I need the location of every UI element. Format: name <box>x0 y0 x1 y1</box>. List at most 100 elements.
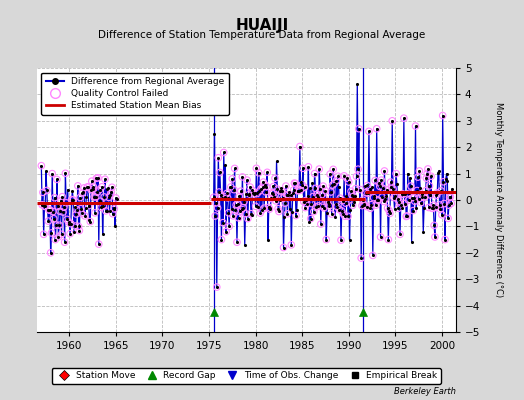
Point <box>78 190 86 196</box>
Point <box>37 162 46 169</box>
Point <box>107 189 115 195</box>
Point <box>210 194 218 200</box>
Point <box>379 185 387 192</box>
Point <box>324 198 332 205</box>
Point <box>437 188 445 194</box>
Point <box>108 210 117 217</box>
Point <box>59 209 67 215</box>
Point <box>391 193 399 200</box>
Point <box>388 118 397 124</box>
Point <box>78 190 86 196</box>
Point <box>304 164 313 170</box>
Point <box>358 197 367 203</box>
Point <box>421 194 429 200</box>
Point <box>424 204 433 211</box>
Point <box>63 186 72 193</box>
Point <box>213 284 221 290</box>
Point <box>71 223 80 229</box>
Point <box>54 234 62 240</box>
Point <box>357 255 365 261</box>
Point <box>375 180 383 186</box>
Point <box>60 204 68 210</box>
Point <box>80 185 88 191</box>
Point <box>286 192 294 198</box>
Point <box>366 205 375 212</box>
Point <box>48 170 57 177</box>
Point <box>337 208 346 214</box>
Point <box>431 204 440 210</box>
Point <box>339 198 347 204</box>
Point <box>287 242 296 248</box>
Point <box>423 170 431 177</box>
Point <box>371 177 379 184</box>
Point <box>265 206 274 212</box>
Point <box>111 223 119 229</box>
Point <box>232 202 241 208</box>
Point <box>289 190 297 196</box>
Point <box>296 143 304 150</box>
Point <box>256 210 265 216</box>
Point <box>310 170 319 177</box>
Point <box>224 210 233 216</box>
Point <box>389 194 398 201</box>
Point <box>244 215 252 222</box>
Point <box>445 202 453 208</box>
Point <box>382 193 390 199</box>
Point <box>108 184 116 190</box>
Point <box>410 194 418 201</box>
Point <box>337 237 345 243</box>
Point <box>77 206 85 212</box>
Point <box>287 242 296 248</box>
Point <box>326 189 335 195</box>
Point <box>363 182 372 189</box>
Point <box>375 180 383 186</box>
Point <box>366 205 375 212</box>
Point <box>216 192 225 198</box>
Point <box>80 185 88 191</box>
Point <box>294 187 302 194</box>
Point <box>424 204 433 211</box>
Point <box>255 188 264 194</box>
Point <box>371 177 379 184</box>
Point <box>245 191 254 197</box>
Point <box>243 177 251 183</box>
Point <box>221 162 230 168</box>
Point <box>243 177 251 183</box>
Point <box>278 188 286 194</box>
Point <box>400 200 409 207</box>
Point <box>430 222 439 228</box>
Point <box>421 188 430 194</box>
Point <box>290 180 299 186</box>
Point <box>391 193 399 200</box>
Point <box>273 186 281 192</box>
Point <box>240 198 248 205</box>
Point <box>260 205 268 211</box>
Point <box>58 194 67 200</box>
Point <box>347 192 356 198</box>
Point <box>432 192 441 198</box>
Point <box>232 202 241 208</box>
Point <box>280 214 289 220</box>
Point <box>286 206 294 212</box>
Point <box>418 194 427 200</box>
Point <box>369 194 378 201</box>
Point <box>231 165 239 172</box>
Point <box>51 236 60 243</box>
Point <box>259 179 268 185</box>
Point <box>341 213 349 220</box>
Point <box>241 242 249 248</box>
Point <box>332 178 341 184</box>
Point <box>83 184 91 190</box>
Point <box>269 183 278 190</box>
Point <box>73 207 81 213</box>
Point <box>316 221 325 227</box>
Point <box>281 200 289 206</box>
Point <box>301 204 310 211</box>
Point <box>268 190 276 196</box>
Point <box>104 185 112 191</box>
Point <box>289 187 298 193</box>
Point <box>305 219 313 225</box>
Point <box>423 170 431 177</box>
Point <box>408 239 416 246</box>
Point <box>361 183 369 189</box>
